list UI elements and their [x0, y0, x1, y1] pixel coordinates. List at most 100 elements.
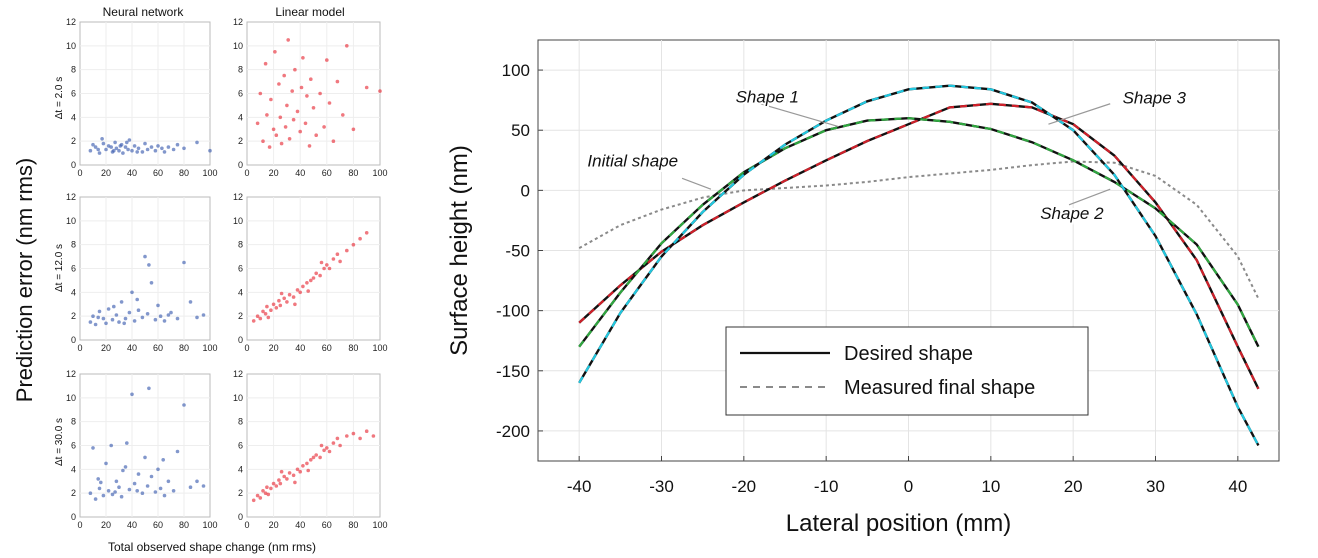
scatter-point [140, 315, 145, 320]
legend-entry: Desired shape [844, 343, 973, 365]
x-tick-label: 60 [153, 343, 163, 353]
scatter-panel-lm_2: 0 2 4 6 8 10 12 0 20 40 60 80 100 [233, 17, 388, 178]
x-tick-label: 20 [101, 520, 111, 530]
scatter-point [114, 146, 119, 151]
scatter-point [195, 140, 199, 145]
scatter-panel-nn_2: 0 2 4 6 8 10 12 0 20 40 60 80 100 [66, 17, 218, 178]
scatter-point [149, 281, 154, 285]
scatter-point [263, 61, 268, 66]
scatter-point [305, 461, 309, 466]
y-tick-label: 10 [66, 41, 76, 51]
scatter-point [182, 146, 186, 151]
scatter-point [143, 455, 147, 460]
scatter-point [319, 443, 324, 448]
scatter-point [162, 493, 167, 498]
y-tick-label: 12 [233, 192, 243, 202]
y-tick-label: 6 [71, 89, 76, 99]
row-label-12s: Δt = 12.0 s [54, 244, 65, 292]
y-tick-label: 10 [233, 393, 243, 403]
y-tick-label: 2 [238, 488, 243, 498]
scatter-point [314, 133, 319, 137]
scatter-point [301, 464, 305, 468]
y-tick-label: 100 [502, 61, 530, 80]
scatter-point [378, 89, 382, 93]
scatter-point [273, 50, 277, 54]
y-tick-label: 4 [71, 287, 76, 297]
y-tick-label: 0 [71, 335, 76, 345]
y-tick-label: 8 [71, 417, 76, 427]
scatter-point [325, 446, 329, 450]
scatter-point [279, 141, 284, 146]
y-tick-label: 12 [66, 369, 76, 379]
scatter-point [364, 231, 369, 235]
scatter-point [306, 468, 311, 473]
x-tick-label: 60 [153, 520, 163, 530]
x-tick-label: 0 [244, 520, 249, 530]
scatter-point [201, 484, 206, 488]
scatter-point [121, 468, 125, 473]
scatter-point [161, 458, 165, 462]
x-tick-label: 0 [77, 343, 82, 353]
scatter-point [258, 496, 263, 500]
scatter-point [282, 296, 287, 301]
scatter-point [293, 480, 297, 485]
col-title-lm: Linear model [275, 5, 344, 19]
scatter-point [327, 266, 332, 271]
x-tick-label: 40 [127, 520, 137, 530]
scatter-point [322, 448, 326, 453]
scatter-point [341, 113, 345, 117]
col-title-nn: Neural network [103, 5, 185, 19]
row-label-30s: Δt = 30.0 s [54, 418, 65, 466]
x-tick-label: 0 [77, 168, 82, 178]
annotation-leader [1068, 188, 1111, 206]
scatter-point [358, 436, 362, 441]
scatter-panel-nn_30: 0 2 4 6 8 10 12 0 20 40 60 80 100 [66, 369, 218, 530]
scatter-point [283, 125, 288, 129]
scatter-point [106, 307, 111, 311]
scatter-point [358, 236, 362, 241]
left-ylabel: Prediction error (nm rms) [12, 158, 37, 402]
scatter-point [166, 145, 171, 149]
y-tick-label: 6 [71, 264, 76, 274]
scatter-point [208, 148, 212, 153]
series-measured-shape-2 [578, 117, 1260, 348]
scatter-point [271, 481, 276, 486]
scatter-point [255, 493, 260, 498]
scatter-point [104, 461, 108, 466]
scatter-point [287, 292, 292, 297]
x-tick-label: 40 [127, 168, 137, 178]
scatter-point [158, 486, 163, 491]
x-tick-label: -30 [649, 477, 674, 496]
scatter-point [351, 242, 356, 247]
x-tick-label: 80 [348, 168, 358, 178]
scatter-point [175, 316, 180, 321]
scatter-point [277, 298, 281, 303]
scatter-point [153, 148, 158, 153]
scatter-point [171, 489, 176, 493]
scatter-point [295, 467, 300, 472]
scatter-point [305, 94, 309, 98]
scatter-point [301, 284, 305, 289]
x-tick-label: 100 [202, 343, 217, 353]
x-tick-label: 80 [179, 520, 189, 530]
scatter-point [364, 85, 369, 90]
scatter-point [325, 263, 329, 267]
scatter-point [114, 479, 119, 484]
scatter-point [314, 453, 319, 457]
scatter-point [293, 67, 297, 72]
y-tick-label: 2 [71, 136, 76, 146]
y-tick-label: 12 [66, 192, 76, 202]
scatter-point [158, 314, 163, 319]
scatter-point [303, 121, 308, 126]
scatter-point [118, 144, 123, 148]
scatter-point [110, 492, 115, 497]
scatter-point [119, 494, 124, 499]
scatter-point [265, 485, 269, 490]
scatter-point [162, 150, 167, 154]
scatter-point [135, 150, 139, 154]
y-tick-label: 8 [71, 240, 76, 250]
x-tick-label: 10 [981, 477, 1000, 496]
y-tick-label: -150 [496, 362, 530, 381]
scatter-point [269, 308, 273, 313]
